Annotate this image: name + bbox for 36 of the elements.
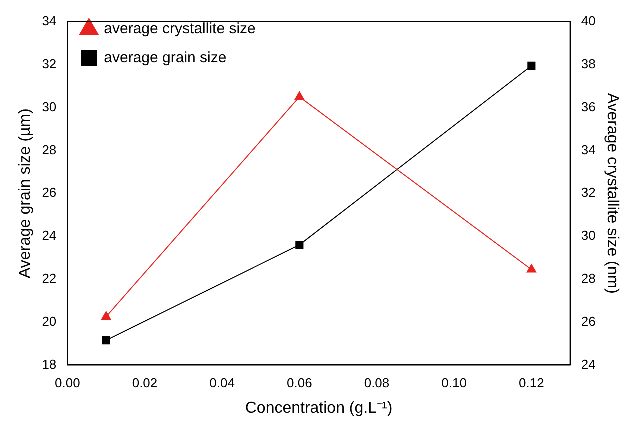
point	[102, 336, 110, 345]
y2-tick-label: 26	[581, 314, 596, 329]
x-tick-label: 0.04	[210, 376, 235, 391]
y2-tick-label: 38	[581, 56, 596, 72]
y2-tick-label: 40	[581, 14, 596, 29]
y-tick-label: 26	[42, 185, 57, 200]
y-tick-label: 30	[42, 99, 57, 114]
y2-tick-label: 32	[581, 185, 596, 200]
point	[528, 62, 536, 70]
y-tick-label: 32	[42, 56, 57, 72]
x-axis-title: Concentration (g.L⁻¹)	[245, 400, 393, 417]
y2-axis-title: Average crystallite size (nm)	[604, 93, 621, 294]
x-tick-label: 0.06	[287, 376, 312, 391]
x-tick-label: 0.02	[132, 376, 158, 391]
y-axis-title: Average grain size (µm)	[17, 108, 34, 279]
y2-tick-label: 34	[581, 142, 596, 158]
y-tick-label: 28	[42, 142, 57, 158]
x-tick-label: 0.08	[364, 376, 390, 391]
y2-tick-label: 36	[581, 99, 596, 114]
point	[296, 241, 304, 250]
y-tick-label: 24	[42, 228, 57, 244]
x-tick-label: 0.12	[519, 376, 544, 391]
x-tick-label: 0.10	[442, 376, 467, 391]
y-tick-label: 20	[42, 314, 57, 329]
y-tick-label: 18	[42, 356, 57, 372]
x-tick-label: 0.00	[55, 376, 80, 391]
y2-tick-label: 30	[581, 228, 596, 244]
legend-label: average crystallite size	[104, 20, 256, 38]
y2-tick-label: 24	[581, 356, 596, 372]
legend-label: average grain size	[104, 50, 227, 67]
point	[102, 311, 112, 320]
y2-tick-label: 28	[581, 270, 596, 286]
y-tick-label: 22	[42, 270, 57, 286]
y-tick-label: 34	[42, 14, 57, 29]
point	[294, 92, 304, 100]
point	[526, 264, 537, 273]
